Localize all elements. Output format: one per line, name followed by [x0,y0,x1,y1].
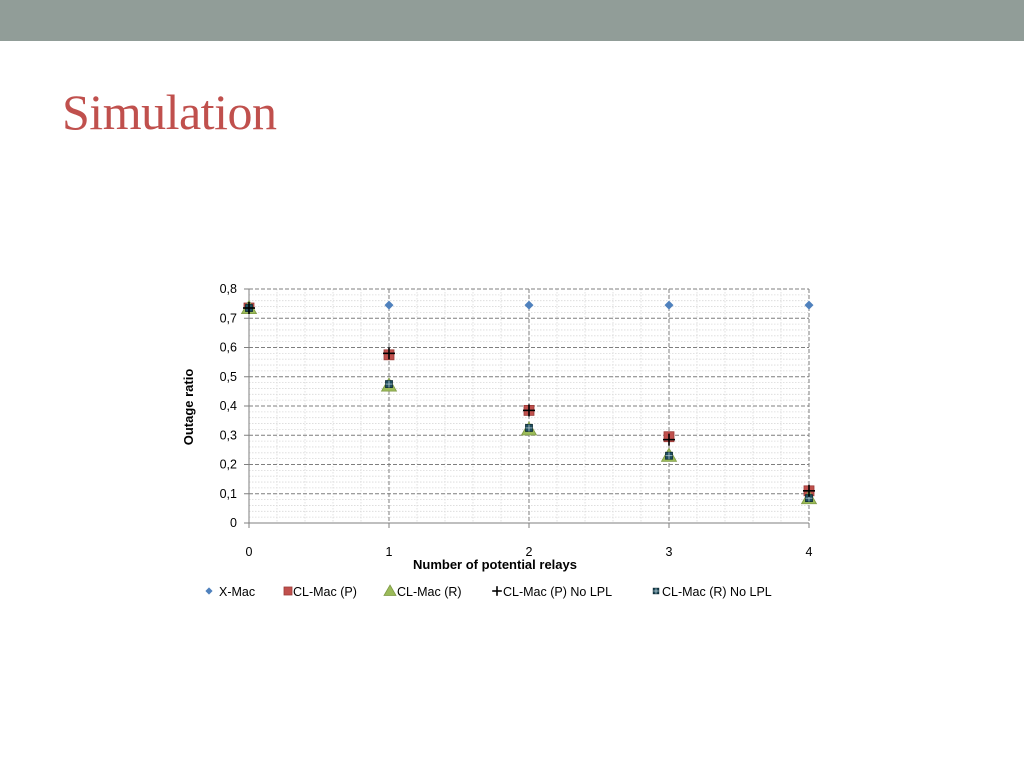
y-tick-labels: 0 0,1 0,2 0,3 0,4 0,5 0,6 0,7 0,8 [220,282,237,530]
y-tick-label: 0,8 [220,282,237,296]
x-tick-labels: 0 1 2 3 4 [246,545,813,559]
data-point [383,347,395,360]
legend-item: CL-Mac (P) No LPL [492,585,612,599]
legend-label: CL-Mac (R) No LPL [662,585,772,599]
x-tick-label: 0 [246,545,253,559]
legend-label: X-Mac [219,585,255,599]
y-tick-label: 0,5 [220,370,237,384]
data-point [525,424,533,432]
series-marks [240,299,818,505]
y-axis-title: Outage ratio [181,369,196,446]
legend-item: CL-Mac (R) [383,584,462,599]
legend-item: CL-Mac (P) [283,585,357,599]
top-bar [0,0,1024,41]
slide-title: Simulation [62,84,277,140]
y-tick-label: 0,2 [220,458,237,472]
legend-label: CL-Mac (P) No LPL [503,585,612,599]
legend-marker [283,586,293,596]
x-tick-label: 2 [526,545,533,559]
legend-marker [383,584,397,596]
legend-label: CL-Mac (R) [397,585,462,599]
legend-marker [492,586,502,596]
data-point [243,302,255,315]
y-tick-label: 0,3 [220,428,237,442]
x-tick-label: 1 [386,545,393,559]
data-point [804,300,814,310]
data-point [384,300,394,310]
series-x-mac [244,300,814,310]
y-tick-label: 0,1 [220,487,237,501]
legend-label: CL-Mac (P) [293,585,357,599]
legend-marker [205,587,213,595]
x-axis-title: Number of potential relays [413,557,577,572]
axes [244,288,810,528]
data-point [663,433,675,446]
data-point [665,451,673,460]
y-tick-label: 0,4 [220,399,237,413]
y-tick-label: 0,7 [220,311,237,325]
legend: X-Mac CL-Mac (P) CL-Mac (R) CL-Mac (P) No L… [205,584,772,599]
y-tick-label: 0 [230,516,237,530]
data-point [523,404,535,417]
data-point [664,300,674,310]
data-point [803,484,815,497]
legend-item: X-Mac [205,585,255,599]
y-tick-label: 0,6 [220,341,237,355]
x-tick-label: 4 [806,545,813,559]
data-point [385,380,393,388]
legend-item: CL-Mac (R) No LPL [652,585,772,599]
data-point [524,300,534,310]
x-tick-label: 3 [666,545,673,559]
legend-marker [652,587,660,595]
series-cl-mac-p-no-lpl [243,302,815,497]
